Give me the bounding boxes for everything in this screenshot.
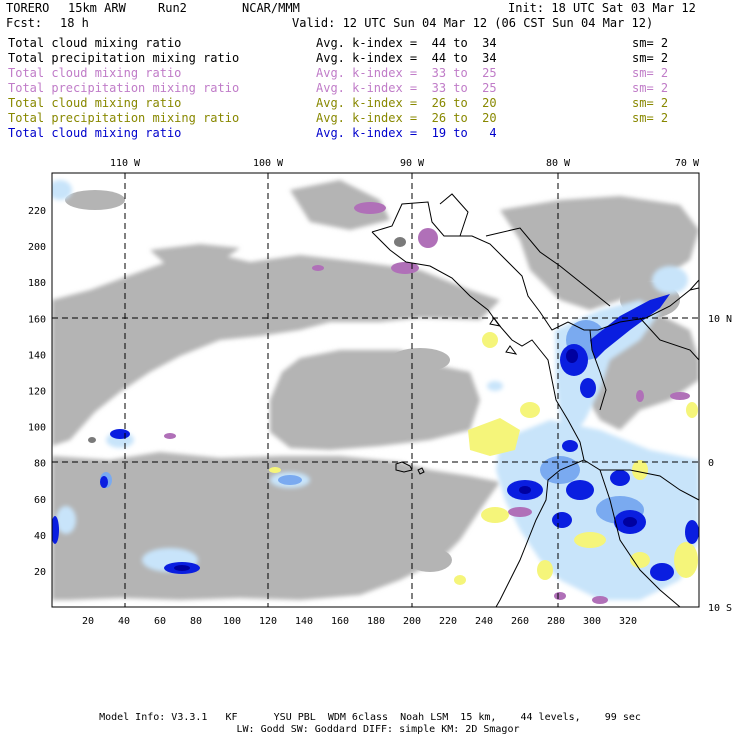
legend-field-label: Total cloud mixing ratio <box>8 126 182 140</box>
longitude-label: 90 W <box>400 158 425 169</box>
legend-field-label: Total precipitation mixing ratio <box>8 51 240 65</box>
x-tick-label: 280 <box>547 616 565 627</box>
x-tick-label: 80 <box>190 616 202 627</box>
field-layers <box>52 173 699 607</box>
graticule <box>52 173 699 607</box>
model-name: TORERO <box>6 1 50 15</box>
model-info-line1: Model Info: V3.3.1 KF YSU PBL WDM 6class… <box>99 712 641 723</box>
x-tick-label: 200 <box>403 616 421 627</box>
longitude-label: 110 W <box>110 158 141 169</box>
legend-smoothing: sm= 2 <box>632 51 669 65</box>
dark-gray-field <box>88 237 406 443</box>
legend-field-label: Total cloud mixing ratio <box>8 36 182 50</box>
legend-field-label: Total precipitation mixing ratio <box>8 81 240 95</box>
init-time: Init: 18 UTC Sat 03 Mar 12 <box>508 1 696 15</box>
x-tick-label: 20 <box>82 616 94 627</box>
latitude-label: 10 S <box>708 603 732 614</box>
legend-smoothing: sm= 2 <box>632 66 669 80</box>
y-tick-label: 200 <box>28 242 46 253</box>
valid-time: Valid: 12 UTC Sun 04 Mar 12 (06 CST Sun … <box>292 16 654 30</box>
map-frame <box>51 172 700 608</box>
legend-k-index: Avg. k-index = 33 to 25 <box>316 81 497 95</box>
forecast-label: Fcst: <box>6 16 43 30</box>
x-tick-label: 100 <box>223 616 241 627</box>
x-tick-label: 40 <box>118 616 130 627</box>
legend-k-index: Avg. k-index = 26 to 20 <box>316 96 497 110</box>
legend-k-index: Avg. k-index = 19 to 4 <box>316 126 497 140</box>
legend-field-label: Total cloud mixing ratio <box>8 66 182 80</box>
dark-blue-field <box>174 349 637 571</box>
x-tick-label: 240 <box>475 616 493 627</box>
x-tick-label: 60 <box>154 616 166 627</box>
legend-field-label: Total precipitation mixing ratio <box>8 111 240 125</box>
x-tick-label: 180 <box>367 616 385 627</box>
legend-smoothing: sm= 2 <box>632 111 669 125</box>
y-tick-label: 120 <box>28 387 46 398</box>
x-tick-label: 220 <box>439 616 457 627</box>
legend-field-label: Total cloud mixing ratio <box>8 96 182 110</box>
y-tick-label: 180 <box>28 278 46 289</box>
legend-smoothing: sm= 2 <box>632 96 669 110</box>
yellow-field <box>269 332 698 585</box>
legend-smoothing: sm= 2 <box>632 36 669 50</box>
legend-smoothing: sm= 2 <box>632 81 669 95</box>
legend-k-index: Avg. k-index = 44 to 34 <box>316 36 497 50</box>
x-tick-label: 320 <box>619 616 637 627</box>
y-tick-label: 60 <box>34 495 46 506</box>
latitude-label: 10 N <box>708 314 732 325</box>
gray-cloud-field <box>52 180 699 600</box>
model-org: NCAR/MMM <box>242 1 300 15</box>
latitude-label: 0 <box>708 458 714 469</box>
forecast-hour: 18 h <box>60 16 89 30</box>
x-tick-label: 120 <box>259 616 277 627</box>
coastlines <box>371 193 699 607</box>
longitude-label: 80 W <box>546 158 571 169</box>
purple-field <box>164 202 690 604</box>
y-tick-label: 40 <box>34 531 46 542</box>
x-tick-label: 160 <box>331 616 349 627</box>
legend-k-index: Avg. k-index = 44 to 34 <box>316 51 497 65</box>
longitude-label: 70 W <box>675 158 700 169</box>
x-tick-label: 140 <box>295 616 313 627</box>
legend-k-index: Avg. k-index = 26 to 20 <box>316 111 497 125</box>
y-tick-label: 80 <box>34 459 46 470</box>
y-tick-label: 100 <box>28 423 46 434</box>
model-info-line2: LW: Godd SW: Goddard DIFF: simple KM: 2D… <box>236 724 520 735</box>
longitude-label: 100 W <box>253 158 284 169</box>
x-tick-label: 260 <box>511 616 529 627</box>
y-tick-label: 160 <box>28 314 46 325</box>
x-tick-label: 300 <box>583 616 601 627</box>
y-tick-label: 20 <box>34 567 46 578</box>
legend-k-index: Avg. k-index = 33 to 25 <box>316 66 497 80</box>
axis-labels: 110 W 100 W 90 W 80 W 70 W 10 N 0 10 S 20 40 60 80 1… <box>28 158 732 627</box>
model-resolution: 15km ARW <box>68 1 126 15</box>
y-tick-label: 220 <box>28 206 46 217</box>
y-tick-label: 140 <box>28 350 46 361</box>
model-run: Run2 <box>158 1 187 15</box>
